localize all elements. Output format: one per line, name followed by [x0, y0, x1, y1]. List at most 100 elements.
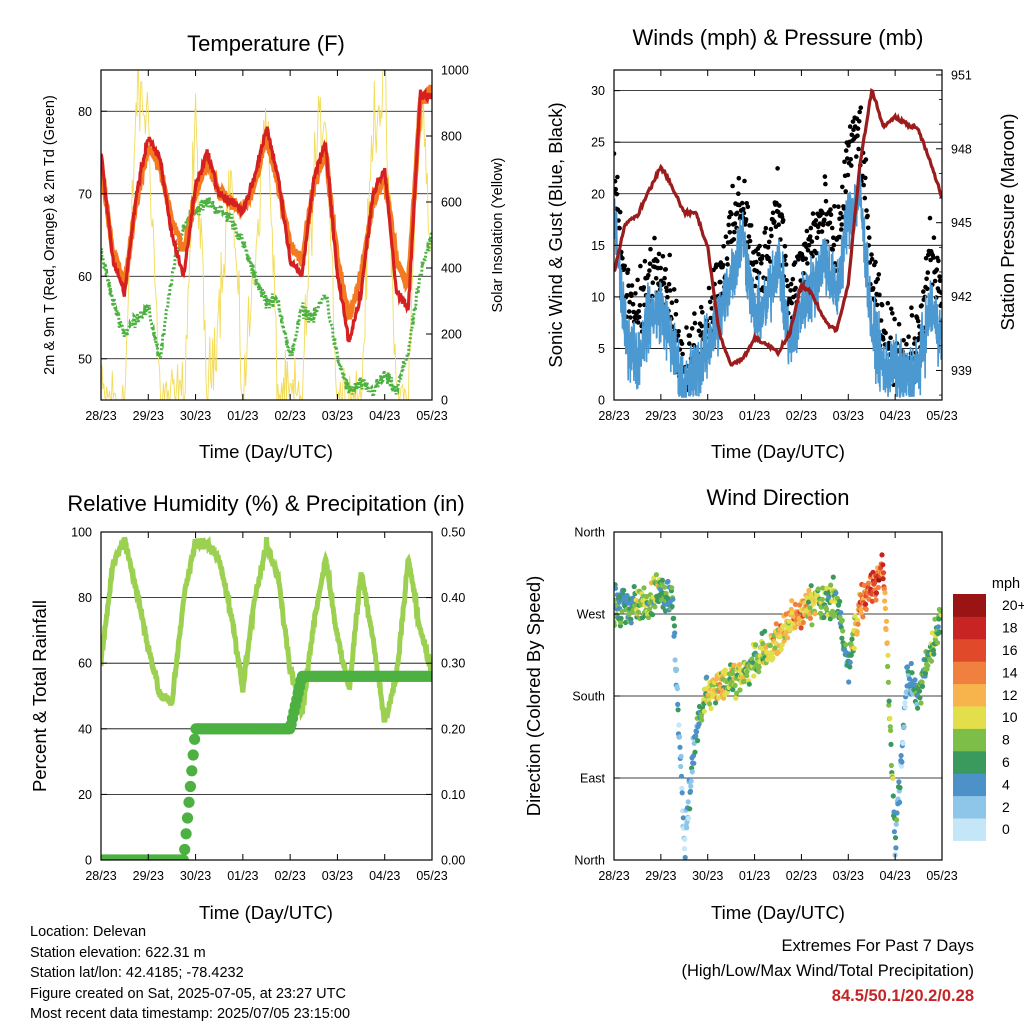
wind-direction-point	[756, 664, 762, 670]
wind-direction-point	[693, 733, 699, 739]
gust-point	[647, 268, 652, 273]
gust-point	[650, 280, 656, 286]
wind-direction-point	[900, 740, 906, 746]
humidity-xtick-label: 02/23	[275, 869, 306, 883]
gust-point	[798, 278, 803, 283]
wind-direction-point	[898, 763, 905, 769]
wind-direction-point	[692, 749, 698, 755]
gust-point	[870, 286, 876, 291]
humidity-ytick-label-right: 0.30	[441, 657, 465, 671]
winds-ytick-label-right: 939	[951, 364, 972, 378]
colorbar-swatch	[953, 594, 986, 617]
gust-point	[768, 226, 774, 232]
wind-direction-point	[808, 583, 814, 589]
wind-direction-point	[800, 620, 806, 626]
colorbar-swatch	[953, 706, 986, 729]
precipitation-point	[184, 780, 196, 793]
gust-point	[867, 260, 873, 265]
gust-point	[689, 326, 695, 331]
gust-point	[839, 222, 844, 227]
wind-direction-point	[785, 635, 791, 641]
wind-direction-point	[886, 698, 892, 704]
humidity-ytick-label-right: 0.50	[441, 526, 465, 540]
gust-point	[927, 215, 933, 221]
gust-point	[805, 261, 810, 266]
wind-direction-point	[708, 705, 714, 712]
gust-point	[838, 227, 844, 232]
wind-direction-point	[863, 606, 869, 613]
gust-point	[909, 313, 915, 318]
winds-ytick-label: 30	[591, 84, 605, 98]
wind-direction-point	[773, 621, 779, 627]
gust-point	[648, 246, 653, 252]
wind-direction-point	[893, 845, 899, 851]
gust-point	[687, 333, 693, 338]
direction-title: Wind Direction	[706, 485, 849, 510]
gust-point	[814, 250, 819, 256]
precipitation-point	[177, 854, 189, 860]
wind-direction-point	[885, 652, 891, 658]
gust-point	[879, 302, 885, 308]
wind-direction-point	[618, 619, 624, 626]
gust-point	[857, 109, 862, 115]
wind-direction-point	[906, 676, 913, 682]
wind-direction-point	[679, 785, 685, 792]
gust-point	[671, 287, 677, 292]
gust-point	[936, 258, 941, 264]
speed-colorbar: mph 0 2 4 6 8 10 12 14 16 18 20+	[953, 576, 1024, 841]
gust-point	[628, 315, 633, 320]
wind-direction-point	[647, 606, 653, 612]
gust-point	[846, 143, 851, 148]
temperature-xtick-label: 05/23	[416, 409, 447, 423]
colorbar-swatch	[953, 773, 986, 797]
gust-point	[881, 337, 886, 342]
gust-point	[744, 201, 749, 206]
gust-point	[937, 274, 942, 279]
gust-point	[901, 338, 906, 343]
precipitation-point	[180, 828, 192, 840]
wind-direction-point	[852, 613, 858, 619]
gust-point	[878, 318, 884, 323]
temp-2m-series	[101, 87, 432, 343]
wind-direction-point	[855, 617, 861, 623]
gust-point	[775, 166, 780, 171]
gust-point	[806, 242, 812, 248]
colorbar-label: 12	[1002, 687, 1018, 703]
winds-ylabel-left: Sonic Wind & Gust (Blue, Black)	[545, 102, 566, 367]
gust-point	[804, 228, 810, 234]
gust-point	[626, 283, 631, 289]
wind-direction-point	[746, 681, 752, 687]
wind-direction-point	[699, 717, 705, 723]
gust-point	[641, 285, 647, 290]
humidity-xtick-label: 01/23	[227, 869, 258, 883]
gust-point	[888, 306, 894, 312]
gust-point	[829, 225, 835, 231]
colorbar-label: 8	[1002, 732, 1010, 748]
wind-direction-point	[831, 613, 837, 619]
gust-point	[854, 154, 859, 159]
direction-ytick-label: South	[572, 690, 605, 704]
gust-point	[739, 200, 745, 206]
gust-point	[615, 174, 620, 180]
temperature-plot-frame	[100, 69, 433, 401]
humidity-xtick-label: 29/23	[133, 869, 164, 883]
wind-direction-point	[742, 678, 748, 684]
colorbar-swatch	[953, 728, 986, 752]
gust-point	[614, 178, 618, 184]
wind-direction-point	[838, 610, 844, 616]
wind-direction-point	[730, 666, 736, 673]
colorbar-swatch	[953, 638, 986, 662]
extremes-title: Extremes For Past 7 Days	[781, 937, 974, 955]
wind-direction-point	[858, 607, 864, 613]
gust-point	[752, 283, 758, 289]
gust-point	[892, 316, 897, 322]
latest-timestamp: Most recent data timestamp: 2025/07/05 2…	[30, 1006, 351, 1022]
solar-insolation-line	[101, 70, 432, 400]
gust-point	[842, 159, 847, 165]
gust-point	[729, 211, 734, 217]
wind-direction-point	[817, 610, 824, 617]
gust-point	[832, 204, 837, 209]
temperature-panel: Temperature (F) 28/23 29/23 30/23 01/23 02/2…	[42, 31, 506, 462]
winds-ytick-label: 15	[591, 239, 605, 253]
